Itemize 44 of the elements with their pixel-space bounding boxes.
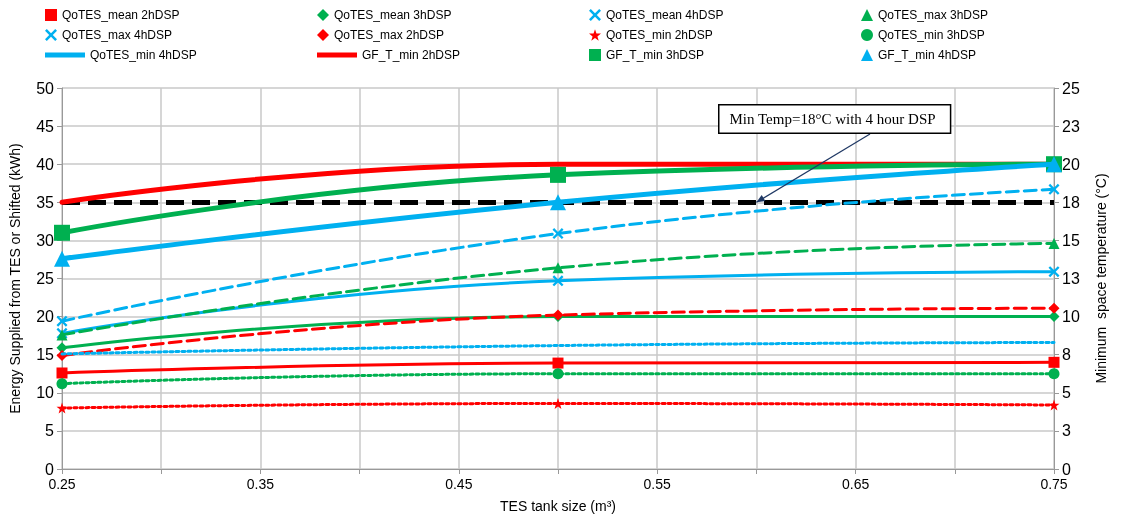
y-tick-label: 25 [36,270,55,287]
legend-label: QoTES_min 4hDSP [90,48,197,62]
legend-label: QoTES_max 4hDSP [62,28,173,42]
y2-tick-label: 10 [1062,308,1080,326]
legend-label: QoTES_max 2hDSP [334,28,445,42]
y-tick-label: 5 [45,422,55,440]
legend-label: GF_T_min 3hDSP [606,48,705,62]
y-tick-label: 30 [36,231,55,249]
y-tick-label: 40 [36,155,55,173]
x-axis-title: TES tank size (m³) [500,498,616,514]
legend-label: QoTES_max 3hDSP [878,8,989,22]
x-tick-label: 0.75 [1040,476,1068,492]
x-tick-label: 0.55 [643,476,672,492]
x-tick-label: 0.25 [48,476,76,492]
x-tick-label: 0.45 [445,476,473,492]
legend-label: QoTES_mean 2hDSP [62,8,180,22]
legend-label: QoTES_mean 3hDSP [334,8,452,22]
y2-axis-title: Minimum space temperature (°C) [1093,173,1109,384]
y2-tick-label: 23 [1062,117,1080,135]
legend-label: QoTES_min 3hDSP [878,28,985,42]
y-tick-label: 45 [36,117,55,135]
x-tick-label: 0.65 [841,476,870,492]
x-tick-label: 0.35 [246,476,275,492]
annotation: Min Temp=18°C with 4 hour DSP [729,111,936,127]
legend-label: QoTES_min 2hDSP [606,28,713,42]
y-tick-label: 15 [36,346,55,364]
y2-tick-label: 8 [1062,346,1071,364]
y2-tick-label: 20 [1062,155,1080,173]
y-tick-label: 50 [36,79,55,97]
y2-tick-label: 18 [1062,193,1080,211]
y2-tick-label: 5 [1062,384,1071,402]
y-axis-title: Energy Supplied from TES or Shifted (kWh) [7,143,23,414]
y2-tick-label: 25 [1062,79,1080,97]
y-tick-label: 20 [36,308,55,326]
y2-tick-label: 13 [1062,270,1080,287]
y2-tick-label: 0 [1062,460,1071,478]
y2-tick-label: 15 [1062,231,1080,249]
y-tick-label: 35 [36,193,55,211]
y2-tick-label: 3 [1062,422,1071,440]
y-tick-label: 10 [36,384,55,402]
legend-label: GF_T_min 2hDSP [362,48,461,62]
legend-label: QoTES_mean 4hDSP [606,8,724,22]
y-tick-label: 0 [45,460,55,478]
legend-label: GF_T_min 4hDSP [878,48,977,62]
